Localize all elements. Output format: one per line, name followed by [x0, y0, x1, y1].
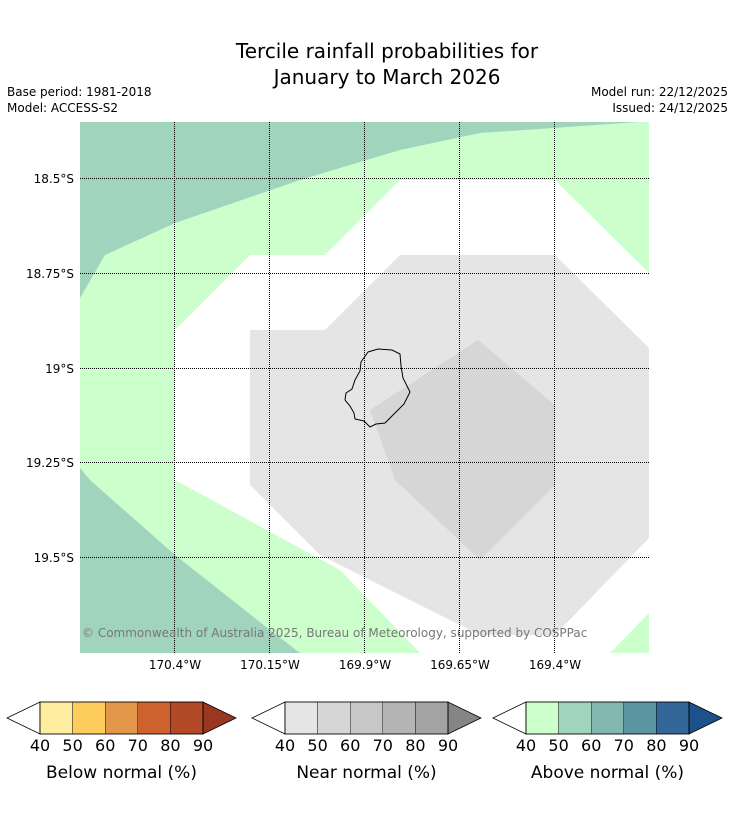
colorbar-tick-label: 90 — [438, 736, 458, 755]
above-50-region-southwest — [80, 468, 300, 653]
lat-label: 19.5°S — [34, 551, 74, 565]
colorbar-swatch — [39, 701, 73, 735]
colorbar-swatch — [170, 701, 204, 735]
lon-label: 170.15°W — [240, 658, 300, 672]
colorbar-tick-label: 90 — [193, 736, 213, 755]
colorbar-tick-label: 80 — [646, 736, 666, 755]
colorbar-tick-label: 40 — [275, 736, 295, 755]
colorbar-outline — [284, 701, 449, 735]
lon-label: 169.9°W — [339, 658, 391, 672]
colorbar-tick-label: 60 — [95, 736, 115, 755]
colorbar-title: Near normal (%) — [296, 763, 436, 783]
meta-right: Model run: 22/12/2025 Issued: 24/12/2025 — [591, 84, 728, 116]
lon-label: 170.4°W — [149, 658, 201, 672]
colorbar-title: Above normal (%) — [531, 763, 684, 783]
model-text: Model: ACCESS-S2 — [7, 101, 119, 115]
colorbar-swatch — [525, 701, 559, 735]
colorbar-swatch — [137, 701, 171, 735]
title-line-2: January to March 2026 — [273, 65, 501, 89]
lat-label: 19.25°S — [26, 456, 74, 470]
colorbar-swatch — [382, 701, 416, 735]
near-50-region — [370, 340, 555, 560]
colorbar-swatch — [350, 701, 384, 735]
colorbar-outline — [525, 701, 690, 735]
lon-label: 169.4°W — [529, 658, 581, 672]
colorbar-extend-low — [6, 701, 41, 735]
lon-label: 169.65°W — [430, 658, 490, 672]
colorbar-extend-low — [492, 701, 527, 735]
colorbar-tick-label: 40 — [30, 736, 50, 755]
chart-title: Tercile rainfall probabilities for Janua… — [0, 38, 736, 90]
model-run-text: Model run: 22/12/2025 — [590, 85, 728, 99]
colorbar-tick-label: 50 — [62, 736, 82, 755]
colorbar-tick-label: 90 — [679, 736, 699, 755]
colorbar-tick-label: 80 — [160, 736, 180, 755]
colorbar-tick-label: 60 — [340, 736, 360, 755]
colorbar-tick-label: 70 — [373, 736, 393, 755]
colorbar-tick-label: 70 — [614, 736, 634, 755]
colorbar-swatch — [415, 701, 449, 735]
colorbar-extend-high — [688, 701, 723, 735]
lat-label: 19°S — [45, 362, 74, 376]
colorbar-tick-label: 60 — [581, 736, 601, 755]
colorbar-extend-low — [251, 701, 286, 735]
colorbar-tick-label: 70 — [128, 736, 148, 755]
colorbar-tick-label: 80 — [405, 736, 425, 755]
colorbar-below: 40 50 60 70 80 90 Below normal (%) — [6, 701, 237, 783]
meta-left: Base period: 1981-2018 Model: ACCESS-S2 — [7, 84, 152, 116]
map-area[interactable]: © Commonwealth of Australia 2025, Bureau… — [80, 122, 649, 653]
colorbar-tick-label: 40 — [516, 736, 536, 755]
copyright-text: © Commonwealth of Australia 2025, Bureau… — [82, 626, 587, 640]
colorbar-extend-high — [202, 701, 237, 735]
colorbar-swatch — [591, 701, 625, 735]
colorbar-tick-label: 50 — [548, 736, 568, 755]
colorbar-above: 40 50 60 70 80 90 Above normal (%) — [492, 701, 723, 783]
title-line-1: Tercile rainfall probabilities for — [235, 39, 539, 63]
colorbar-swatch — [317, 701, 351, 735]
colorbar-tick-label: 50 — [307, 736, 327, 755]
above-50-region-north — [80, 122, 640, 298]
graticule — [80, 122, 649, 653]
colorbar-outline — [39, 701, 204, 735]
colorbar-swatch — [284, 701, 318, 735]
colorbar-swatch — [656, 701, 690, 735]
colorbars: 40 50 60 70 80 90 Below normal (%) 40 50 60 70 80 90… — [6, 701, 723, 783]
lon-labels: 170.4°W 170.15°W 169.9°W 169.65°W 169.4°… — [149, 658, 581, 672]
colorbar-swatch — [104, 701, 138, 735]
colorbar-swatch — [623, 701, 657, 735]
issued-text: Issued: 24/12/2025 — [612, 101, 728, 115]
base-period-text: Base period: 1981-2018 — [7, 85, 152, 99]
colorbar-swatch — [72, 701, 106, 735]
island-outline[interactable] — [344, 348, 411, 428]
colorbar-swatch — [558, 701, 592, 735]
lat-labels: 18.5°S 18.75°S 19°S 19.25°S 19.5°S — [26, 172, 74, 565]
colorbar-extend-high — [447, 701, 482, 735]
lat-label: 18.75°S — [26, 267, 74, 281]
colorbar-title: Below normal (%) — [46, 763, 197, 783]
lat-label: 18.5°S — [34, 172, 74, 186]
